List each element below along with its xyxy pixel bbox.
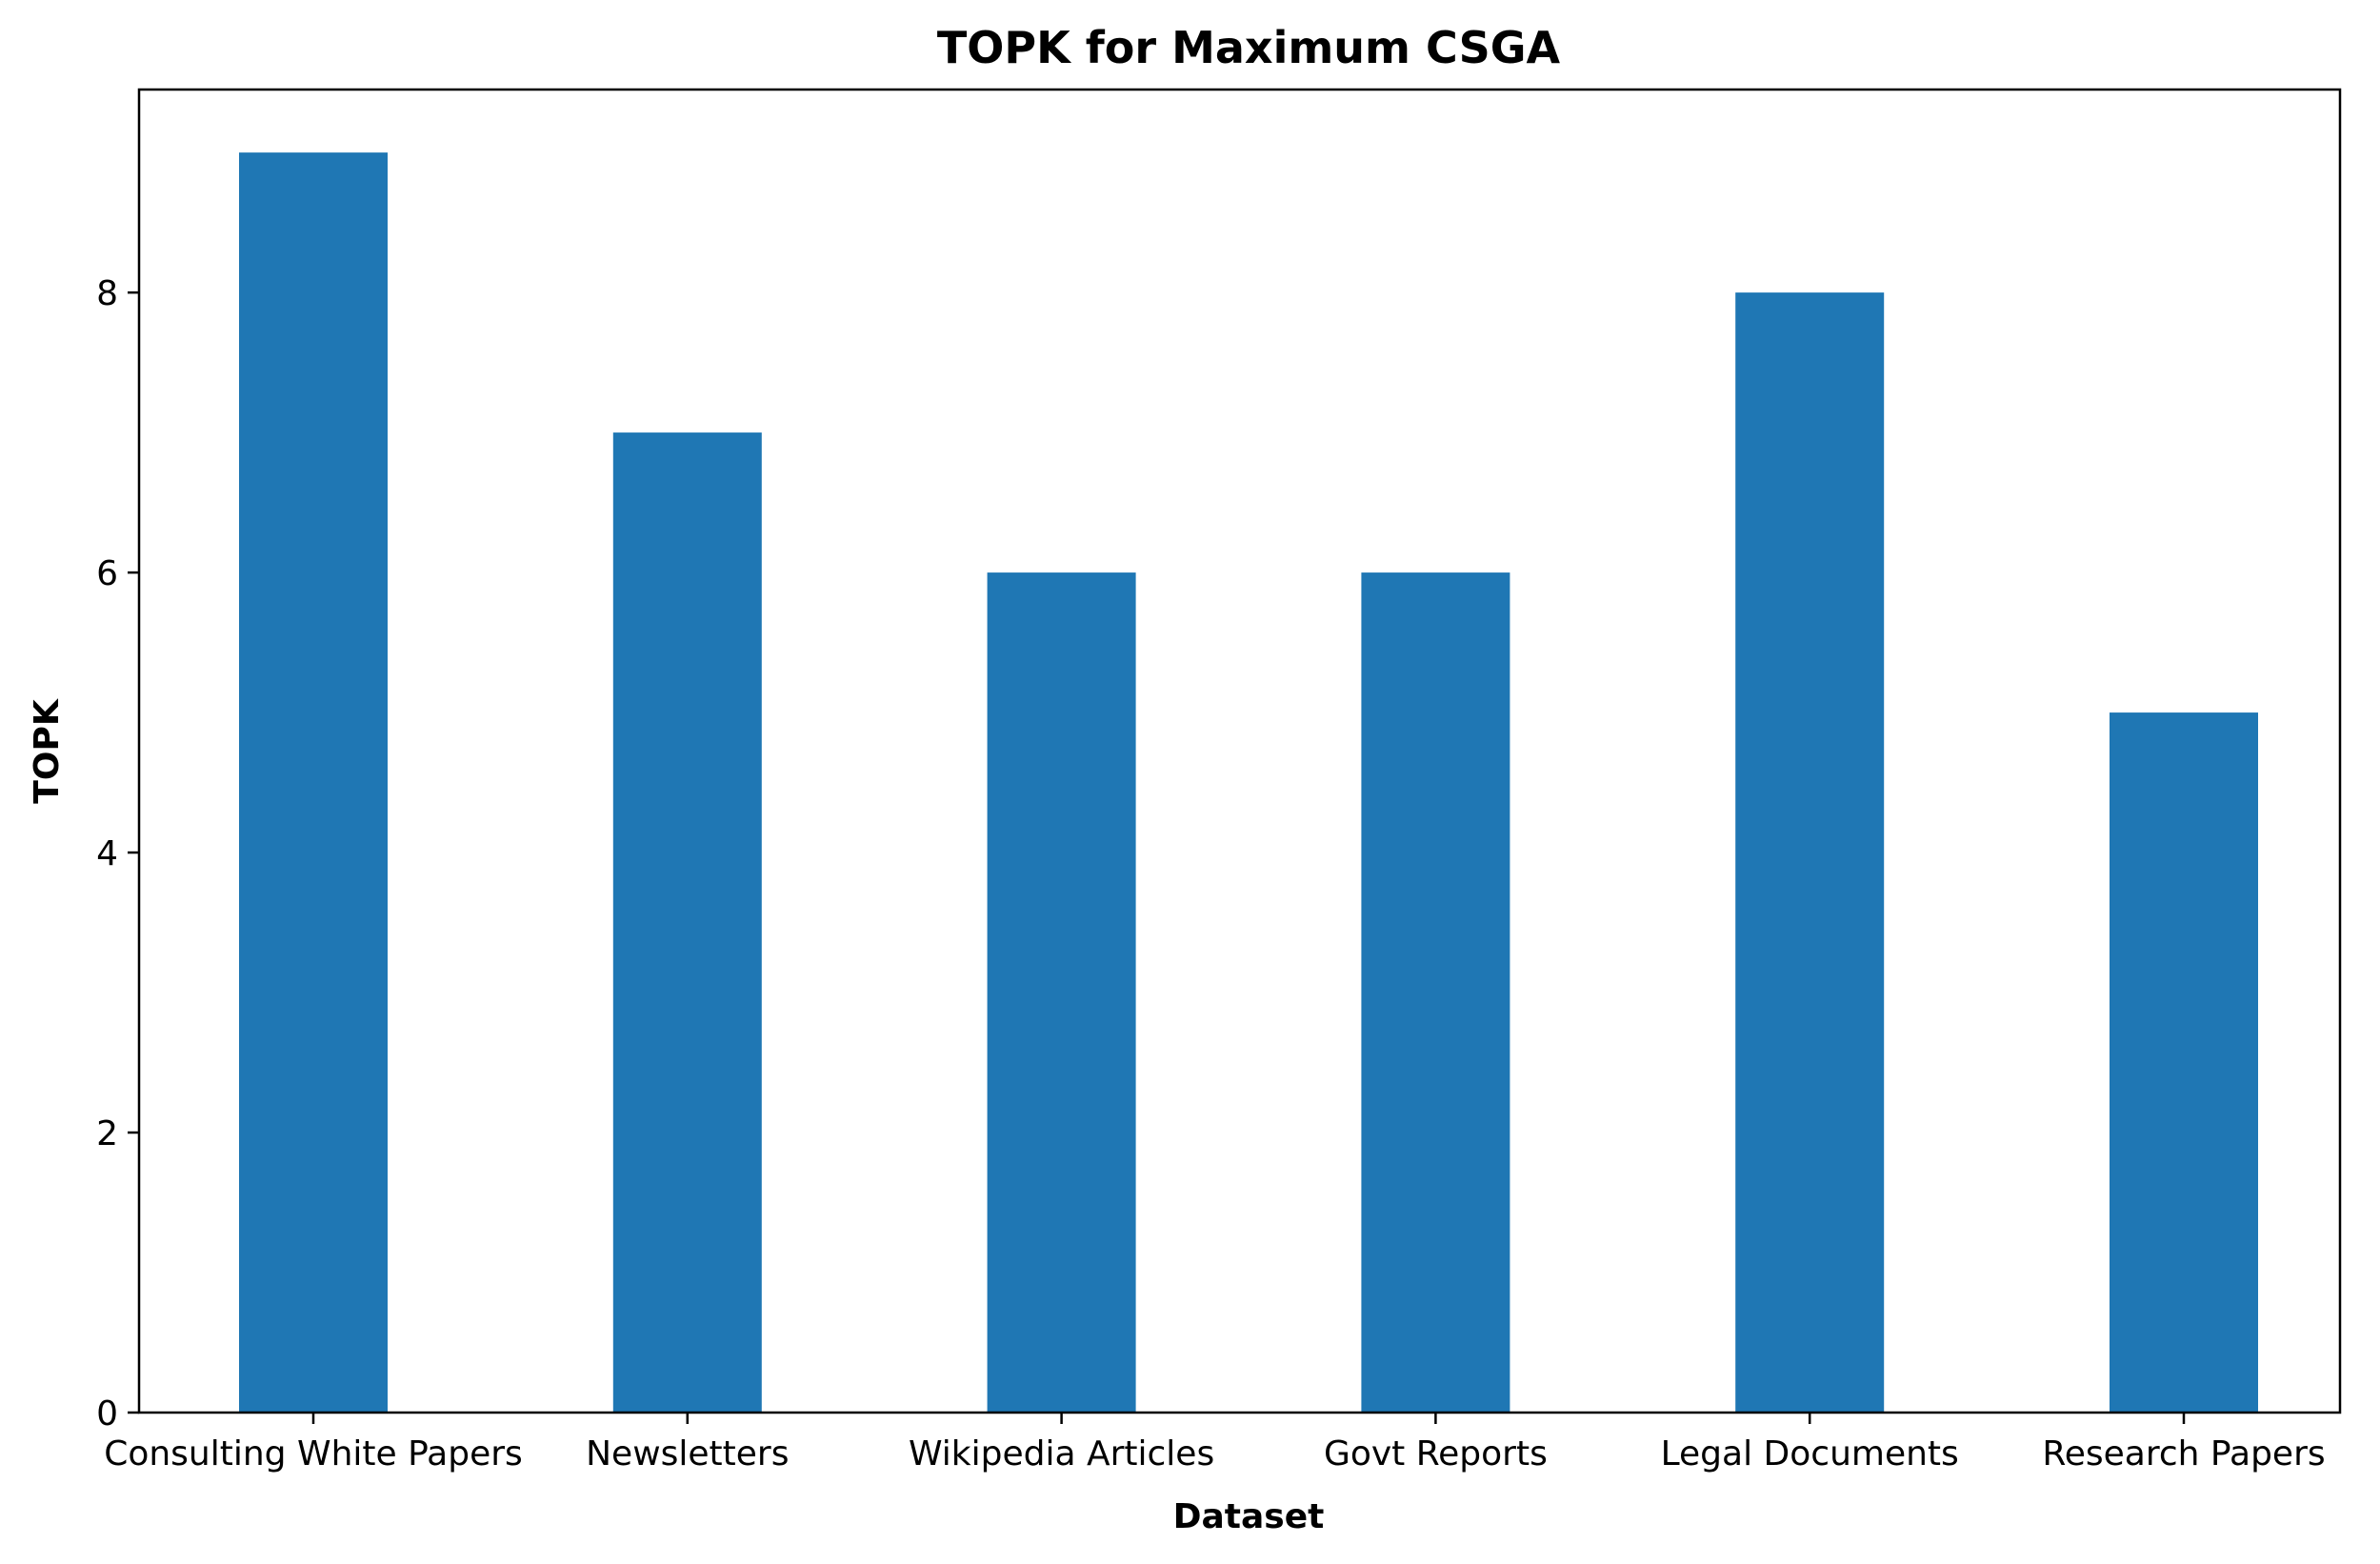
bar — [239, 152, 388, 1414]
plot-frame — [137, 88, 2342, 1414]
bar — [1735, 292, 1885, 1414]
bar — [612, 432, 762, 1414]
x-tick-label: Govt Reports — [1324, 1434, 1548, 1474]
x-tick-label: Newsletters — [586, 1434, 789, 1474]
bar — [2110, 712, 2258, 1413]
bar — [987, 572, 1136, 1413]
x-tick-label: Legal Documents — [1661, 1434, 1959, 1474]
y-axis-label: TOPK — [28, 698, 67, 804]
x-axis-label: Dataset — [1173, 1497, 1325, 1536]
bar — [1361, 572, 1510, 1413]
y-tick-label: 0 — [96, 1394, 118, 1434]
x-tick-label: Research Papers — [2042, 1434, 2325, 1474]
y-axis-ticks: 0 2 4 6 8 — [96, 274, 139, 1434]
bars-layer — [239, 152, 2258, 1414]
y-tick-label: 2 — [96, 1114, 118, 1153]
chart-title: TOPK for Maximum CSGA — [937, 22, 1561, 73]
y-tick-label: 8 — [96, 274, 118, 313]
y-tick-label: 6 — [96, 554, 118, 593]
x-axis-ticks: Consulting White Papers Newsletters Wikipe… — [104, 1413, 2326, 1474]
x-tick-label: Consulting White Papers — [104, 1434, 523, 1474]
y-tick-label: 4 — [96, 834, 118, 873]
x-tick-label: Wikipedia Articles — [909, 1434, 1214, 1474]
